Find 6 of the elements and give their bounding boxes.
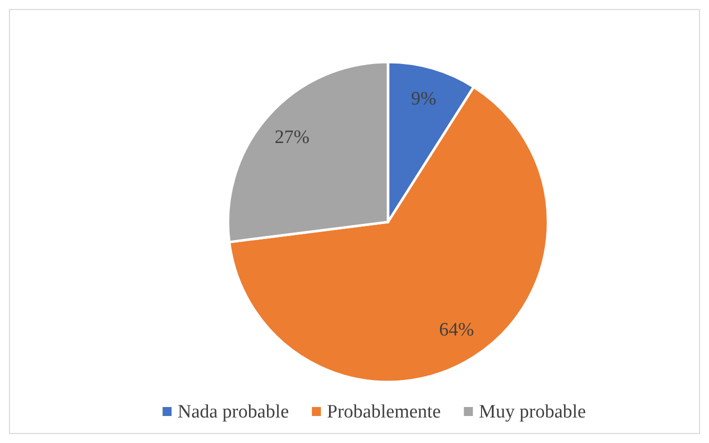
data-label: 9% xyxy=(411,88,437,110)
data-label: 64% xyxy=(439,320,474,341)
legend-label: Probablemente xyxy=(326,402,441,422)
legend-label: Muy probable xyxy=(478,402,586,422)
data-label: 27% xyxy=(274,126,310,148)
legend-label: Nada probable xyxy=(178,402,289,422)
